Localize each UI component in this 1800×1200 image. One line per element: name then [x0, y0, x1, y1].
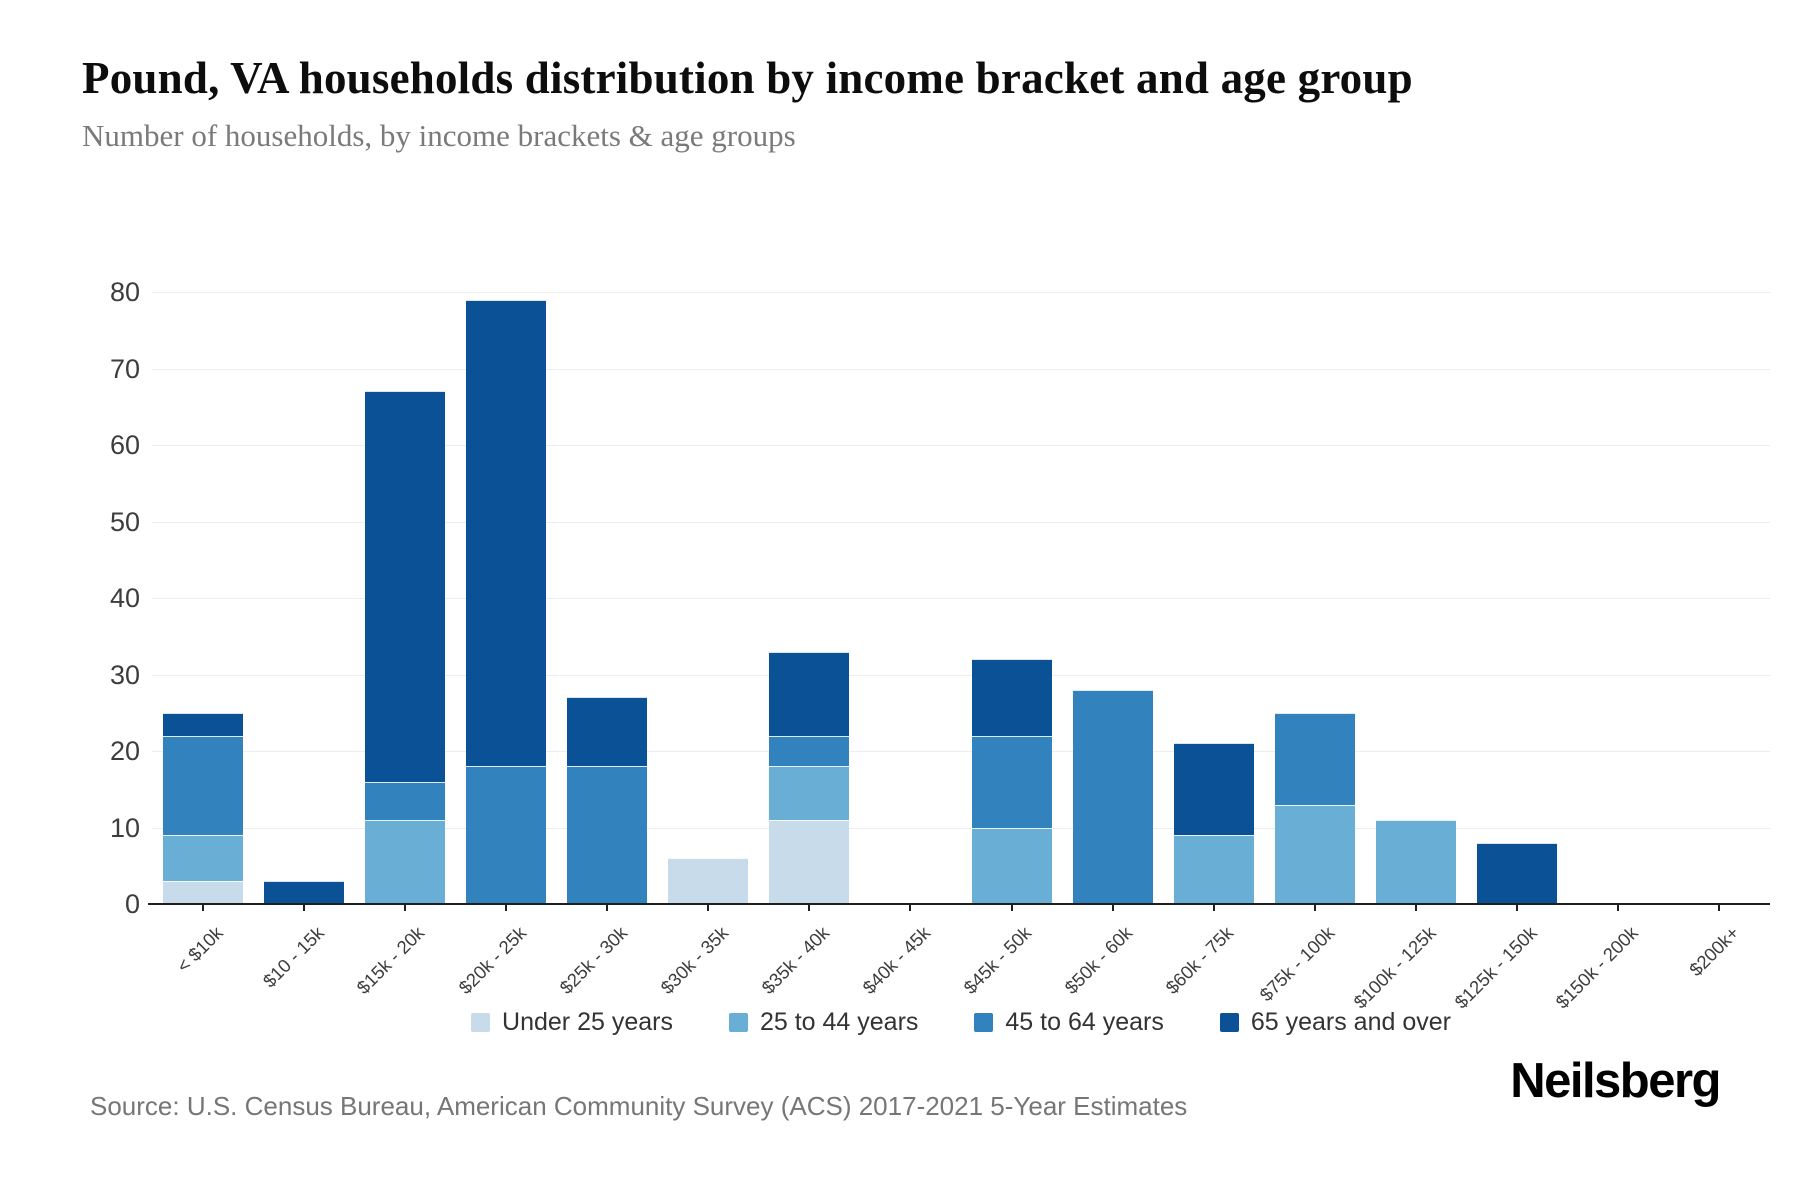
- gridline-60: [152, 445, 1770, 446]
- x-tick-15k-20k: [403, 905, 406, 911]
- gridline-80: [152, 292, 1770, 293]
- x-tick-label-125k-150k: $125k - 150k: [1450, 922, 1542, 1013]
- legend: Under 25 years 25 to 44 years 45 to 64 yea…: [152, 1008, 1770, 1037]
- brand-logo: Neilsberg: [1510, 1054, 1721, 1108]
- y-tick-label-0: 0: [124, 889, 140, 919]
- bar-segment-15k-20k-25-to-44-years[interactable]: [364, 819, 445, 904]
- x-tick-60k-75k: [1212, 905, 1215, 911]
- x-tick-label-150k-200k: $150k - 200k: [1551, 922, 1643, 1013]
- gridline-70: [152, 368, 1770, 370]
- bar-segment-100k-125k-25-to-44-years[interactable]: [1376, 819, 1457, 904]
- x-tick-45k-50k: [1010, 905, 1013, 911]
- x-tick-125k-150k: [1516, 905, 1519, 911]
- x-tick-label-100k-125k: $100k - 125k: [1349, 922, 1440, 1013]
- bar-segment-45k-50k-65-years-and-over[interactable]: [971, 659, 1052, 736]
- bar-segment-20k-25k-45-to-64-years[interactable]: [465, 766, 546, 904]
- x-tick-200k: [1718, 905, 1721, 911]
- legend-item-25-to-44-years[interactable]: 25 to 44 years: [728, 1008, 919, 1037]
- y-tick-label-80: 80: [109, 277, 140, 307]
- x-tick-100k-125k: [1415, 905, 1418, 911]
- bar-segment-125k-150k-65-years-and-over[interactable]: [1477, 842, 1558, 904]
- x-tick-10-15k: [302, 905, 305, 911]
- legend-swatch-25-to-44-years: [728, 1013, 748, 1032]
- bar-segment-25k-30k-45-to-64-years[interactable]: [567, 766, 648, 904]
- bar-segment-30k-35k-under-25-years[interactable]: [668, 858, 749, 904]
- bar-segment-75k-100k-25-to-44-years[interactable]: [1274, 804, 1355, 904]
- bar-segment-35k-40k-under-25-years[interactable]: [769, 819, 850, 904]
- bar-segment-45k-50k-25-to-44-years[interactable]: [971, 827, 1052, 904]
- bar-segment-10k-under-25-years[interactable]: [162, 881, 243, 904]
- x-tick-35k-40k: [808, 905, 811, 911]
- bar-segment-45k-50k-45-to-64-years[interactable]: [971, 735, 1052, 828]
- gridline-20: [152, 751, 1770, 752]
- legend-label-25-to-44-years: 25 to 44 years: [759, 1008, 919, 1036]
- bar-segment-25k-30k-65-years-and-over[interactable]: [567, 697, 648, 767]
- y-tick-label-60: 60: [109, 430, 140, 460]
- y-tick-label-20: 20: [109, 736, 140, 766]
- gridline-50: [152, 521, 1770, 523]
- x-tick-25k-30k: [606, 905, 609, 911]
- gridline-30: [152, 674, 1770, 676]
- x-tick-label-15k-20k: $15k - 20k: [352, 922, 429, 998]
- x-tick-label-20k-25k: $20k - 25k: [453, 922, 530, 998]
- y-tick-label-10: 10: [109, 812, 140, 843]
- chart-title: Pound, VA households distribution by inc…: [82, 53, 1413, 103]
- chart-subtitle: Number of households, by income brackets…: [82, 118, 796, 153]
- y-tick-label-30: 30: [109, 659, 140, 690]
- legend-item-65-years-and-over[interactable]: 65 years and over: [1219, 1008, 1451, 1037]
- bar-segment-75k-100k-45-to-64-years[interactable]: [1274, 712, 1355, 805]
- x-tick-30k-35k: [707, 905, 710, 911]
- x-tick-label-10-15k: $10 - 15k: [258, 922, 328, 992]
- bar-segment-15k-20k-65-years-and-over[interactable]: [364, 391, 445, 782]
- x-tick-label-75k-100k: $75k - 100k: [1255, 922, 1339, 1006]
- y-tick-label-50: 50: [109, 506, 140, 537]
- legend-item-45-to-64-years[interactable]: 45 to 64 years: [974, 1008, 1164, 1037]
- bar-segment-60k-75k-25-to-44-years[interactable]: [1173, 835, 1254, 904]
- bar-segment-10k-25-to-44-years[interactable]: [162, 835, 243, 882]
- x-tick-label-35k-40k: $35k - 40k: [757, 922, 834, 998]
- x-tick-label-45k-50k: $45k - 50k: [959, 922, 1036, 998]
- x-tick-75k-100k: [1313, 905, 1316, 911]
- bar-segment-10k-65-years-and-over[interactable]: [162, 712, 243, 736]
- gridline-40: [152, 598, 1770, 599]
- x-tick-label-30k-35k: $30k - 35k: [656, 922, 733, 998]
- bar-segment-35k-40k-65-years-and-over[interactable]: [769, 651, 850, 736]
- x-tick-40k-45k: [909, 905, 912, 911]
- x-tick-label-25k-30k: $25k - 30k: [554, 922, 631, 998]
- y-axis-labels: 0 10 20 30 40 50 60 70 80: [0, 278, 140, 918]
- x-tick-label-60k-75k: $60k - 75k: [1161, 922, 1238, 998]
- bar-segment-50k-60k-45-to-64-years[interactable]: [1072, 689, 1153, 904]
- plot-area: < $10k $10 - 15k $15k - 20k $20k - 25k $25k …: [148, 292, 1770, 1012]
- legend-swatch-under-25-years: [471, 1013, 491, 1032]
- x-tick-label-40k-45k: $40k - 45k: [858, 922, 935, 998]
- bar-segment-60k-75k-65-years-and-over[interactable]: [1173, 743, 1254, 836]
- y-tick-label-70: 70: [109, 353, 140, 384]
- source-note: Source: U.S. Census Bureau, American Com…: [90, 1091, 1188, 1121]
- legend-label-under-25-years: Under 25 years: [502, 1008, 673, 1036]
- legend-label-65-years-and-over: 65 years and over: [1250, 1008, 1451, 1036]
- bar-segment-10k-45-to-64-years[interactable]: [162, 735, 243, 836]
- legend-item-under-25-years[interactable]: Under 25 years: [471, 1008, 673, 1037]
- bar-segment-15k-20k-45-to-64-years[interactable]: [364, 781, 445, 820]
- bar-segment-35k-40k-25-to-44-years[interactable]: [769, 766, 850, 820]
- bar-segment-20k-25k-65-years-and-over[interactable]: [465, 299, 546, 767]
- gridline-10: [152, 827, 1770, 829]
- x-tick-10k: [201, 905, 204, 911]
- x-tick-150k-200k: [1617, 905, 1620, 911]
- legend-swatch-45-to-64-years: [974, 1013, 994, 1032]
- x-tick-label-10k: < $10k: [171, 922, 227, 977]
- legend-label-45-to-64-years: 45 to 64 years: [1005, 1008, 1164, 1036]
- x-tick-label-200k: $200k+: [1685, 922, 1744, 981]
- x-tick-label-50k-60k: $50k - 60k: [1060, 922, 1137, 998]
- bar-segment-10-15k-65-years-and-over[interactable]: [263, 881, 344, 904]
- legend-swatch-65-years-and-over: [1219, 1013, 1239, 1032]
- y-tick-label-40: 40: [109, 583, 140, 613]
- x-tick-20k-25k: [504, 905, 507, 911]
- x-tick-50k-60k: [1111, 905, 1114, 911]
- x-axis-line: [148, 903, 1770, 905]
- bar-segment-35k-40k-45-to-64-years[interactable]: [769, 735, 850, 767]
